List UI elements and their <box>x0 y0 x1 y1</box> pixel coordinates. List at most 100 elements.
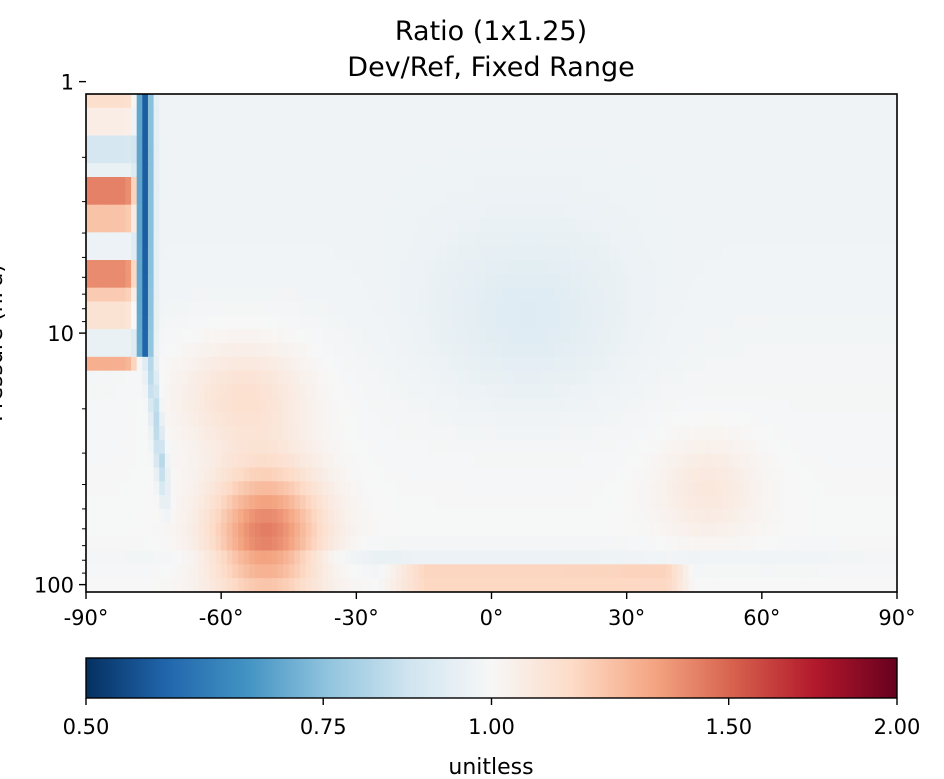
heatmap-cell <box>108 190 115 206</box>
heatmap-cell <box>536 177 543 192</box>
heatmap-cell <box>728 398 735 413</box>
heatmap-cell <box>294 287 301 303</box>
heatmap-cell <box>181 135 188 150</box>
heatmap-cell <box>525 439 532 455</box>
heatmap-cell <box>654 204 662 220</box>
heatmap-cell <box>885 260 892 275</box>
heatmap-cell <box>626 370 633 386</box>
heatmap-cell <box>322 343 329 358</box>
heatmap-cell <box>598 439 605 455</box>
heatmap-cell <box>682 149 690 164</box>
heatmap-cell <box>789 481 797 496</box>
heatmap-cell <box>322 135 329 150</box>
heatmap-cell <box>784 467 791 482</box>
heatmap-cell <box>598 190 605 206</box>
heatmap-cell <box>102 522 110 538</box>
heatmap-cell <box>97 550 104 565</box>
heatmap-cell <box>553 163 560 178</box>
heatmap-cell <box>553 370 560 386</box>
heatmap-cell <box>86 273 93 289</box>
heatmap-cell <box>846 163 853 178</box>
heatmap-cell <box>818 412 825 427</box>
heatmap-cell <box>407 204 414 220</box>
heatmap-cell <box>361 370 369 386</box>
heatmap-cell <box>333 495 341 510</box>
heatmap-cell <box>238 301 245 316</box>
heatmap-cell <box>452 467 459 482</box>
heatmap-cell <box>131 149 138 164</box>
heatmap-cell <box>491 550 498 565</box>
heatmap-cell <box>891 246 898 261</box>
heatmap-cell <box>305 564 312 579</box>
heatmap-cell <box>480 564 487 579</box>
heatmap-cell <box>547 204 555 220</box>
heatmap-cell <box>801 384 808 399</box>
heatmap-cell <box>356 536 363 552</box>
heatmap-cell <box>311 121 318 137</box>
heatmap-cell <box>176 550 183 565</box>
heatmap-cell <box>119 426 127 441</box>
heatmap-cell <box>750 204 757 220</box>
heatmap-cell <box>159 94 166 109</box>
heatmap-cell <box>666 398 673 413</box>
heatmap-cell <box>198 273 205 289</box>
heatmap-cell <box>204 135 211 150</box>
heatmap-cell <box>581 149 588 164</box>
heatmap-cell <box>570 246 577 261</box>
heatmap-cell <box>468 163 476 178</box>
heatmap-cell <box>756 439 763 455</box>
heatmap-cell <box>874 481 881 496</box>
heatmap-cell <box>564 107 571 123</box>
heatmap-cell <box>97 301 104 316</box>
heatmap-cell <box>868 232 876 247</box>
heatmap-cell <box>587 356 594 372</box>
heatmap-cell <box>311 495 318 510</box>
heatmap-cell <box>835 398 842 413</box>
heatmap-cell <box>649 301 656 316</box>
heatmap-cell <box>384 495 391 510</box>
heatmap-cell <box>497 398 504 413</box>
heatmap-cell <box>480 398 487 413</box>
heatmap-cell <box>581 384 588 399</box>
heatmap-cell <box>649 246 656 261</box>
heatmap-cell <box>744 218 752 233</box>
heatmap-cell <box>559 453 566 469</box>
heatmap-cell <box>125 329 132 344</box>
heatmap-cell <box>801 550 808 565</box>
heatmap-cell <box>316 246 324 261</box>
heatmap-cell <box>333 426 341 441</box>
heatmap-cell <box>361 232 369 247</box>
heatmap-cell <box>390 329 397 344</box>
heatmap-cell <box>181 412 188 427</box>
heatmap-cell <box>339 481 346 496</box>
heatmap-cell <box>671 204 678 220</box>
heatmap-cell <box>660 343 667 358</box>
heatmap-cell <box>350 315 357 330</box>
heatmap-cell <box>418 522 425 538</box>
heatmap-cell <box>660 287 667 303</box>
heatmap-cell <box>373 370 380 386</box>
heatmap-cell <box>857 163 864 178</box>
heatmap-cell <box>728 509 735 524</box>
heatmap-cell <box>193 287 200 303</box>
heatmap-cell <box>750 384 757 399</box>
heatmap-cell <box>328 412 335 427</box>
heatmap-cell <box>221 522 228 538</box>
heatmap-cell <box>615 107 622 123</box>
heatmap-cell <box>170 439 177 455</box>
heatmap-cell <box>880 467 887 482</box>
heatmap-cell <box>592 301 600 316</box>
heatmap-cell <box>863 426 870 441</box>
heatmap-cell <box>829 522 836 538</box>
heatmap-cell <box>181 246 188 261</box>
heatmap-cell <box>266 343 273 358</box>
heatmap-cell <box>880 204 887 220</box>
heatmap-cell <box>722 232 729 247</box>
heatmap-cell <box>575 232 583 247</box>
heatmap-cell <box>339 329 346 344</box>
heatmap-cell <box>868 412 876 427</box>
heatmap-cell <box>102 384 110 399</box>
heatmap-cell <box>666 481 673 496</box>
heatmap-cell <box>316 260 324 275</box>
heatmap-cell <box>677 481 684 496</box>
